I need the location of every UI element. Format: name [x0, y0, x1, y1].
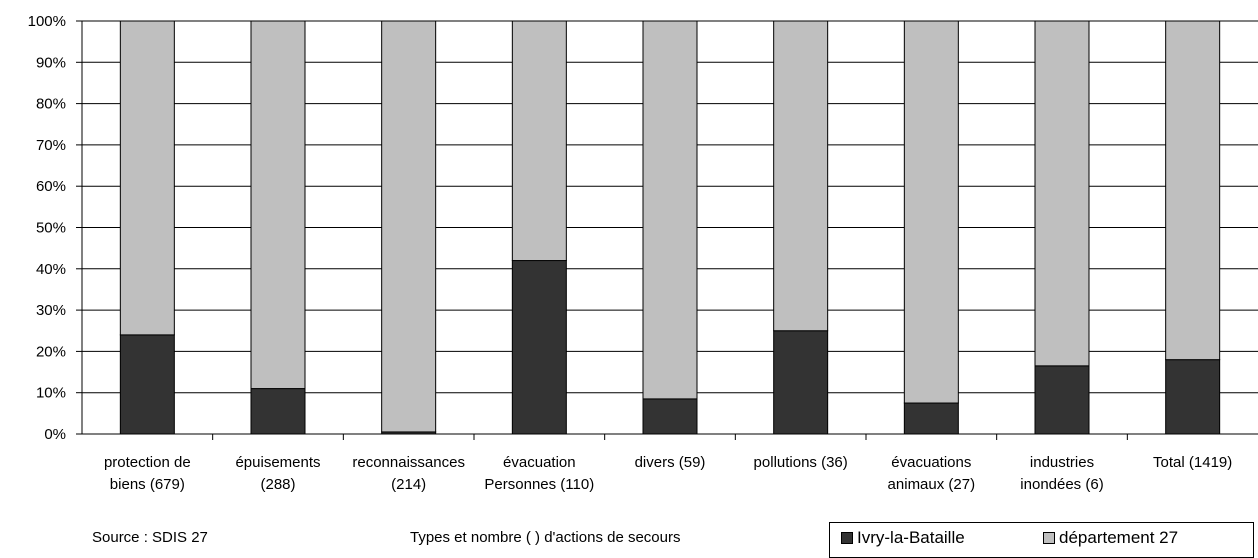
- bar-segment-ivry: [119, 334, 175, 435]
- x-category-label: évacuations animaux (27): [888, 454, 976, 493]
- bar-segment-departement: [511, 20, 567, 262]
- y-tick-label: 30%: [36, 302, 66, 319]
- y-tick-label: 80%: [36, 96, 66, 113]
- legend-swatch-departement: [1043, 532, 1055, 544]
- bar-segment-ivry: [250, 388, 306, 435]
- y-tick-label: 70%: [36, 137, 66, 154]
- x-axis-title: Types et nombre ( ) d'actions de secours: [410, 529, 681, 546]
- bars: [119, 20, 1221, 435]
- bar-segment-ivry: [642, 398, 698, 435]
- bar-segment-departement: [1165, 20, 1221, 361]
- source-note: Source : SDIS 27: [92, 529, 208, 546]
- x-category-label: épuisements (288): [235, 454, 320, 493]
- legend-label-departement: département 27: [1059, 528, 1179, 547]
- y-tick-labels: 0% 10% 20% 30% 40% 50% 60% 70% 80% 90% 100%: [28, 13, 82, 443]
- bar-segment-departement: [119, 20, 175, 336]
- x-category-label: industries inondées (6): [1020, 454, 1103, 493]
- bar-segment-departement: [250, 20, 306, 390]
- bar-segment-departement: [381, 20, 437, 433]
- bar-segment-ivry: [511, 260, 567, 435]
- legend-label-ivry: Ivry-la-Bataille: [857, 528, 965, 547]
- x-category-label: évacuation Personnes (110): [484, 454, 594, 493]
- bar-segment-ivry: [1034, 365, 1090, 435]
- x-category-label: reconnaissances (214): [352, 454, 465, 493]
- x-category-labels: protection de biens (679) épuisements (288)…: [104, 454, 1232, 493]
- legend-item-departement: département 27: [1043, 528, 1178, 548]
- bar-segment-ivry: [903, 402, 959, 435]
- y-tick-label: 40%: [36, 261, 66, 278]
- x-category-label: Total (1419): [1153, 454, 1232, 471]
- bar-segment-ivry: [1165, 359, 1221, 435]
- legend: Ivry-la-Bataille département 27: [829, 522, 1254, 558]
- bar-segment-departement: [773, 20, 829, 332]
- y-tick-label: 0%: [44, 426, 66, 443]
- y-tick-label: 60%: [36, 178, 66, 195]
- y-tick-label: 90%: [36, 54, 66, 71]
- bar-segment-departement: [642, 20, 698, 400]
- bar-segment-departement: [1034, 20, 1090, 367]
- bar-segment-ivry: [773, 330, 829, 435]
- y-tick-label: 100%: [28, 13, 66, 30]
- x-category-label: divers (59): [635, 454, 706, 471]
- legend-item-ivry: Ivry-la-Bataille: [841, 528, 965, 548]
- y-tick-label: 20%: [36, 343, 66, 360]
- legend-swatch-ivry: [841, 532, 853, 544]
- y-tick-label: 50%: [36, 220, 66, 237]
- bar-segment-departement: [903, 20, 959, 404]
- y-tick-label: 10%: [36, 385, 66, 402]
- x-category-label: protection de biens (679): [104, 454, 191, 493]
- x-category-label: pollutions (36): [754, 454, 848, 471]
